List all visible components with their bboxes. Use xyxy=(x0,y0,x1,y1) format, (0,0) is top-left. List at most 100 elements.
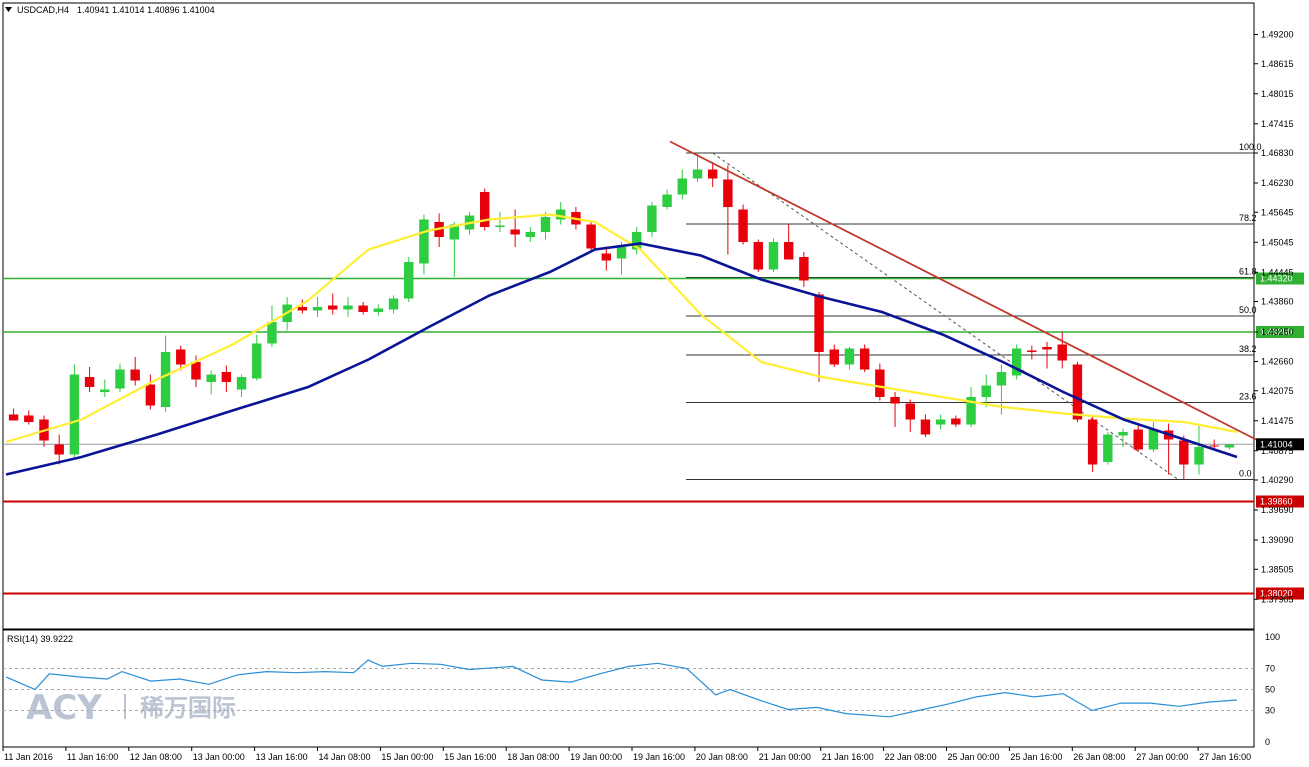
candle-body xyxy=(920,419,931,435)
rsi-tick-label: 50 xyxy=(1265,685,1275,695)
candle-body xyxy=(160,352,171,407)
candle-body xyxy=(692,169,703,179)
candle-body xyxy=(145,384,156,406)
hline-price-tag xyxy=(1256,587,1304,600)
candle-body xyxy=(69,374,80,455)
candle-body xyxy=(981,385,991,397)
candle-body xyxy=(1042,347,1052,350)
fib-diagonal-line xyxy=(712,152,1179,480)
rsi-tick-label: 30 xyxy=(1265,706,1275,716)
fib-level-label: 100.0 xyxy=(1239,142,1262,152)
chart-symbol: USDCAD,H4 xyxy=(17,5,69,15)
rsi-layer: RSI(14) 39.9222 100 70 50 30 0 xyxy=(3,632,1280,747)
time-axis-layer: 11 Jan 2016 11 Jan 16:00 12 Jan 08:00 13 Ja… xyxy=(2,747,1251,762)
candle-body xyxy=(510,229,520,235)
candle-body xyxy=(267,322,277,344)
time-tick-label: 13 Jan 16:00 xyxy=(256,752,308,762)
candle-body xyxy=(540,217,551,232)
candle-body xyxy=(1224,444,1235,448)
hline-price-label: 1.44320 xyxy=(1260,274,1293,284)
time-tick-label: 19 Jan 16:00 xyxy=(633,752,685,762)
candle-body xyxy=(328,305,338,310)
time-tick-label: 25 Jan 00:00 xyxy=(948,752,1000,762)
candle-body xyxy=(631,232,642,250)
hline-price-tag xyxy=(1256,326,1304,338)
watermark-chinese: 稀万国际 xyxy=(140,694,236,722)
hline-price-tag xyxy=(1256,438,1304,451)
time-tick-label: 14 Jan 08:00 xyxy=(319,752,371,762)
time-tick-label: 15 Jan 00:00 xyxy=(381,752,433,762)
price-tick-label: 1.48615 xyxy=(1261,59,1294,69)
candle-body xyxy=(1011,348,1022,376)
candle-body xyxy=(206,374,216,382)
candle-body xyxy=(966,397,976,425)
price-tick-label: 1.42660 xyxy=(1261,357,1294,367)
candle-body xyxy=(1179,440,1189,465)
candle-body xyxy=(525,232,536,237)
horizontal-lines-layer: 1.44320 1.43250 1.41004 1.39860 1.38020 xyxy=(3,272,1304,600)
watermark-logo: ACY 稀万国际 xyxy=(26,688,236,728)
rsi-tick-label: 70 xyxy=(1265,664,1275,674)
candle-body xyxy=(343,305,353,310)
candle-body xyxy=(449,224,460,240)
price-tick-label: 1.45645 xyxy=(1261,207,1294,217)
candle-body xyxy=(191,362,201,380)
candle-body xyxy=(495,225,505,227)
price-tick-label: 1.42075 xyxy=(1261,386,1294,396)
candle-body xyxy=(419,219,429,264)
candle-body xyxy=(586,224,596,249)
ma-fast-line xyxy=(5,213,1238,444)
candle-body xyxy=(358,305,368,312)
candle-body xyxy=(738,209,748,242)
candle-body xyxy=(662,194,672,207)
fib-level-label: 78.2 xyxy=(1239,213,1257,223)
time-tick-label: 15 Jan 16:00 xyxy=(444,752,496,762)
price-tick-label: 1.40290 xyxy=(1261,475,1294,485)
price-tick-label: 1.37905 xyxy=(1261,594,1294,604)
downtrend-line xyxy=(669,140,1257,441)
moving-averages-layer xyxy=(5,213,1238,476)
candle-body xyxy=(1103,434,1113,462)
candle-body xyxy=(753,242,763,270)
fib-level-label: 0.0 xyxy=(1239,469,1252,479)
candle-body xyxy=(799,257,809,281)
candle-body xyxy=(723,179,733,207)
rsi-line xyxy=(5,659,1238,718)
candle-body xyxy=(844,348,855,365)
time-tick-label: 22 Jan 08:00 xyxy=(885,752,937,762)
candle-body xyxy=(84,377,95,387)
candle-body xyxy=(221,372,232,382)
candle-body xyxy=(996,372,1007,386)
candle-body xyxy=(480,192,490,227)
candle-body xyxy=(24,415,34,422)
candle-body xyxy=(768,242,779,270)
candle-body xyxy=(312,307,323,311)
dropdown-triangle-icon[interactable] xyxy=(5,7,12,12)
watermark-divider xyxy=(124,694,126,719)
time-tick-label: 27 Jan 00:00 xyxy=(1136,752,1188,762)
time-tick-label: 11 Jan 16:00 xyxy=(67,752,118,762)
time-tick-label: 12 Jan 08:00 xyxy=(130,752,182,762)
candle-body xyxy=(935,419,946,425)
candle-body xyxy=(555,209,566,220)
price-tick-label: 1.39090 xyxy=(1261,535,1294,545)
candle-body xyxy=(1133,429,1143,450)
candle-body xyxy=(951,418,961,425)
ma-slow-line xyxy=(5,242,1238,476)
price-tick-label: 1.43250 xyxy=(1261,327,1294,337)
candle-body xyxy=(829,349,839,365)
price-tick-label: 1.43860 xyxy=(1261,297,1294,307)
candle-body xyxy=(1087,419,1098,465)
price-tick-label: 1.41475 xyxy=(1261,416,1294,426)
candle-body xyxy=(54,444,64,455)
hline-price-label: 1.43250 xyxy=(1260,327,1293,337)
candle-body xyxy=(616,247,627,259)
candle-body xyxy=(647,205,657,232)
trendline-layer xyxy=(669,140,1257,441)
hline-price-tag xyxy=(1256,495,1304,508)
candle-body xyxy=(875,369,885,397)
candle-body xyxy=(115,369,125,389)
price-tick-label: 1.48015 xyxy=(1261,89,1294,99)
candle-body xyxy=(1118,432,1128,436)
time-tick-label: 18 Jan 08:00 xyxy=(507,752,559,762)
